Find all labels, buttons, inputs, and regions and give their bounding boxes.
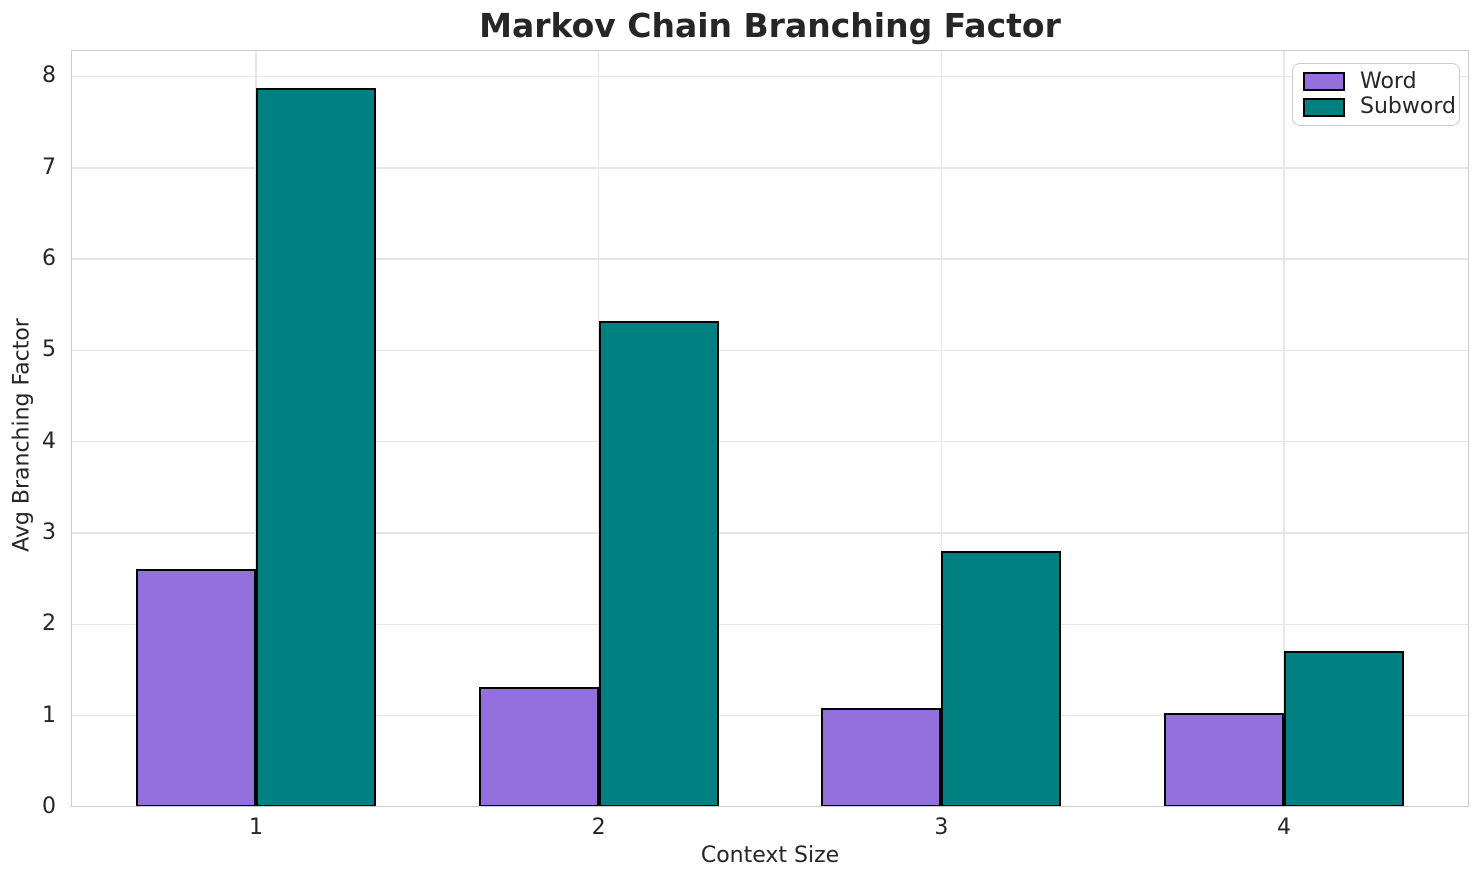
gridline-x-4: [1283, 50, 1285, 807]
bar-layer: [71, 50, 1469, 807]
x-axis-label: Context Size: [700, 843, 840, 868]
gridline-x-3: [940, 50, 943, 807]
chart-title: Markov Chain Branching Factor: [479, 6, 1061, 45]
gridline-y-5: [71, 349, 1469, 352]
legend-item-word: Word: [1303, 68, 1449, 94]
bar-word-context-4: [1164, 712, 1284, 807]
y-tick-label-7: 7: [42, 154, 56, 180]
y-tick-label-1: 1: [42, 702, 56, 728]
gridline-y-4: [71, 440, 1469, 443]
gridline-y-6: [71, 258, 1469, 260]
bar-word-context-2: [478, 687, 599, 807]
x-tick-label-4: 4: [1276, 815, 1291, 840]
word-swatch: [1303, 72, 1345, 92]
gridline-y-1: [71, 714, 1469, 717]
gridline-y-3: [71, 532, 1469, 534]
plot-area: [71, 50, 1469, 807]
y-tick-label-4: 4: [42, 428, 56, 454]
bar-subword-context-2: [598, 321, 719, 807]
legend-label-word: Word: [1360, 68, 1417, 94]
legend: Word Subword: [1292, 63, 1460, 126]
x-tick-label-3: 3: [934, 815, 949, 840]
y-tick-label-2: 2: [42, 611, 56, 637]
bar-subword-context-3: [941, 551, 1062, 807]
gridline-y-8: [71, 75, 1469, 78]
bar-subword-context-4: [1283, 650, 1404, 807]
y-tick-label-5: 5: [42, 337, 56, 363]
bar-word-context-3: [821, 708, 942, 807]
legend-label-subword: Subword: [1360, 94, 1456, 120]
bar-word-context-1: [136, 568, 257, 807]
x-tick-label-2: 2: [591, 815, 606, 840]
legend-item-subword: Subword: [1303, 95, 1456, 119]
y-tick-label-6: 6: [42, 246, 56, 272]
bar-subword-context-1: [256, 88, 376, 807]
x-tick-label-1: 1: [249, 815, 264, 840]
y-tick-label-0: 0: [42, 794, 56, 819]
gridline-y-7: [71, 167, 1469, 169]
y-tick-label-8: 8: [42, 63, 56, 89]
gridline-y-2: [71, 623, 1469, 626]
y-tick-label-3: 3: [42, 520, 56, 546]
subword-swatch: [1303, 97, 1345, 117]
